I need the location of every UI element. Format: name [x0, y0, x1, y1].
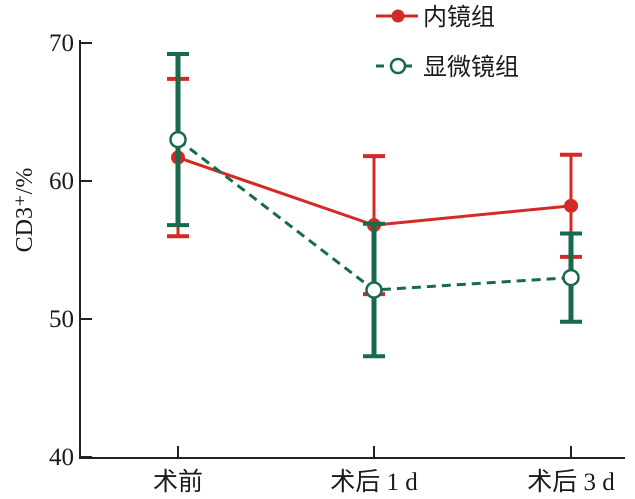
legend-marker	[391, 9, 405, 23]
legend-marker	[389, 57, 407, 75]
y-ticks: 40 50 60 70	[49, 30, 92, 471]
data-point	[169, 130, 187, 149]
y-axis-title: CD3⁺/%	[12, 168, 38, 253]
legend-label: 显微镜组	[423, 53, 519, 81]
data-point	[365, 281, 383, 299]
legend-label: 内镜组	[423, 3, 495, 31]
data-point	[564, 198, 578, 213]
axes: 40 50 60 70 术前 术后 1 d 术后 3 d	[49, 30, 625, 496]
x-tick-label: 术后 1 d	[330, 468, 418, 496]
x-tick-label: 术前	[153, 468, 203, 496]
x-tick-label: 术后 3 d	[527, 468, 615, 496]
legend-item-2: 显微镜组	[376, 53, 519, 81]
series-layer	[167, 52, 582, 359]
x-ticks: 术前 术后 1 d 术后 3 d	[153, 446, 615, 496]
data-point	[562, 268, 580, 287]
series-2	[167, 52, 582, 359]
y-tick-label: 70	[49, 30, 74, 57]
y-tick-label: 60	[49, 168, 74, 195]
legend-item-1: 内镜组	[376, 3, 495, 31]
y-tick-label: 40	[49, 444, 74, 471]
y-tick-label: 50	[49, 306, 74, 333]
